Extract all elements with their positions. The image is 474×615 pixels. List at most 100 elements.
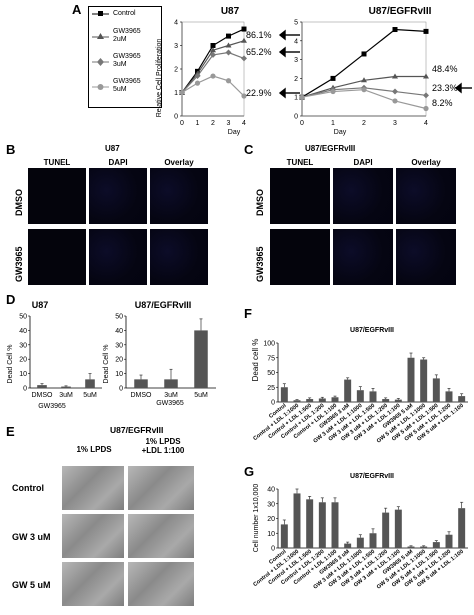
point: [423, 105, 429, 112]
y-tick-label: 25: [267, 385, 275, 392]
point: [225, 49, 232, 56]
x-tick-label: 2: [362, 120, 366, 127]
pct-a1-0: 86.1%: [246, 30, 272, 40]
plot-frame: [181, 21, 245, 117]
legend-item-3um: GW3965 3uM: [113, 53, 141, 68]
x-tick-label: 3: [227, 120, 231, 127]
chart-d1-xlabel: GW3965: [38, 403, 66, 410]
bar: [85, 379, 95, 388]
panel-label-c: C: [244, 142, 254, 157]
micrograph-c-dmso-overlay: [396, 168, 456, 224]
panel-label-f: F: [244, 306, 252, 321]
legend-a: Control GW3965 2uM GW3965 3uM GW3965 5uM: [88, 6, 162, 108]
panel-label-b: B: [6, 142, 16, 157]
y-tick-label: 100: [263, 341, 275, 348]
micrograph-b-dmso-tunel: [28, 168, 86, 224]
bar: [306, 499, 314, 548]
chart-a1-title: U87: [221, 6, 240, 17]
pct-a2-0: 48.4%: [432, 64, 458, 74]
chart-f-title: U87/EGFRvIII: [350, 327, 394, 334]
bar: [134, 379, 148, 388]
y-tick-label: 3: [294, 57, 298, 64]
bar: [445, 534, 453, 548]
panel-e-col-lpds-ldl: 1% LPDS +LDL 1:100: [141, 437, 185, 455]
bar: [445, 391, 453, 402]
bar: [331, 502, 339, 548]
bar: [394, 509, 402, 548]
chart-a-ylabel: Relative Cell Proliferation: [156, 39, 163, 118]
point: [241, 93, 247, 99]
y-tick-label: 10: [115, 371, 123, 378]
point: [225, 42, 232, 48]
point: [210, 51, 216, 58]
bar: [356, 390, 364, 402]
chart-a1-plot: 0 1 2 3 4 0 1 2 3 4: [174, 20, 247, 127]
x-tick-label: DMSO: [131, 392, 153, 399]
bar: [382, 399, 390, 402]
chart-d2-xlabel: GW3965: [156, 400, 184, 407]
chart-g-title: U87/EGFRvIII: [350, 473, 394, 480]
legend-item-5um: GW3965 5uM: [113, 78, 141, 93]
x-tick-label: 4: [424, 120, 428, 127]
micrograph-b-gw-overlay: [150, 229, 208, 285]
micrograph-e-gw5-lpds: [62, 562, 124, 606]
point: [210, 73, 216, 79]
y-tick-label: 1: [174, 90, 178, 97]
chart-d2-plot: 0 10 20 30 40 50 DMSO 3uM 5uM: [115, 314, 216, 399]
point: [392, 73, 398, 79]
chart-d1-plot: 0 10 20 30 40 50 DMSO 3uM 5uM: [19, 314, 102, 399]
arrows-a: [278, 29, 472, 99]
y-tick-label: 30: [267, 501, 275, 508]
point: [361, 87, 367, 93]
bar: [394, 399, 402, 402]
legend-item-control: Control: [113, 10, 136, 17]
bar: [318, 398, 326, 402]
y-tick-label: 40: [267, 487, 275, 494]
micrograph-c-gw-tunel: [270, 229, 330, 285]
x-tick-label: DMSO: [32, 392, 54, 399]
y-tick-label: 5: [294, 20, 298, 27]
legend-marker-3um: [92, 58, 109, 66]
point: [392, 27, 398, 33]
pct-a2-2: 8.2%: [432, 98, 453, 108]
point: [392, 88, 398, 95]
point: [194, 80, 201, 86]
pct-a1-2: 22.9%: [246, 88, 272, 98]
point: [225, 78, 232, 84]
chart-d: U87 U87/EGFRvIII Dead Cell % Dead Cell %…: [7, 300, 216, 410]
chart-g-ylabel: Cell number 1x10,000: [253, 484, 260, 553]
y-tick-label: 2: [294, 76, 298, 83]
bar: [420, 546, 428, 548]
micrograph-e-gw5-ldl: [128, 562, 194, 606]
panel-b-col-tunel: TUNEL: [43, 158, 71, 167]
y-tick-label: 0: [271, 546, 275, 553]
bar: [369, 533, 377, 548]
y-tick-label: 2: [174, 67, 178, 74]
x-tick-label: 3: [393, 120, 397, 127]
chart-a: U87 U87/EGFRvIII Relative Cell Prolifera…: [156, 6, 472, 136]
panel-label-d: D: [6, 292, 16, 307]
panel-c-row-gw: GW3965: [255, 246, 265, 282]
bar: [164, 379, 178, 388]
bar: [382, 512, 390, 548]
point: [226, 33, 231, 39]
bar: [458, 396, 466, 402]
x-tick-label: 5uM: [83, 392, 97, 399]
bar: [61, 386, 71, 388]
point: [423, 28, 429, 34]
y-tick-label: 50: [267, 370, 275, 377]
x-tick-label: 0: [300, 120, 304, 127]
y-tick-label: 50: [115, 314, 123, 321]
chart-g: U87/EGFRvIII Cell number 1x10,000 0 10 20 3…: [252, 473, 468, 591]
point: [361, 77, 367, 83]
y-tick-label: 30: [115, 342, 123, 349]
micrograph-e-control-ldl: [128, 466, 194, 510]
micrograph-b-dmso-overlay: [150, 168, 208, 224]
panel-label-a: A: [72, 2, 82, 17]
chart-d2-ylabel: Dead Cell %: [103, 345, 110, 384]
plot-frame: [301, 21, 427, 117]
bar: [37, 385, 47, 388]
bar: [458, 508, 466, 548]
point: [330, 88, 336, 95]
